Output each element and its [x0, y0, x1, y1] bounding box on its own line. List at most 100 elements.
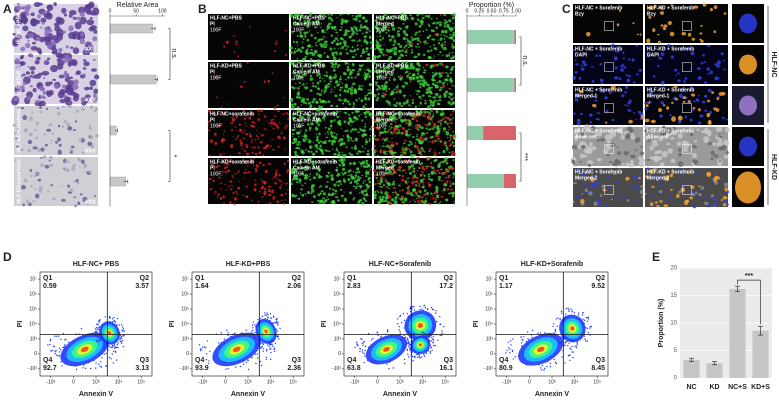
cell: [677, 115, 683, 121]
cell: [716, 60, 721, 65]
cell: [381, 94, 385, 98]
cell: [717, 138, 723, 143]
cell: [376, 72, 379, 74]
cell: [589, 121, 593, 124]
event: [104, 316, 107, 318]
cell: [372, 62, 376, 65]
cell: [416, 43, 420, 46]
cell: [448, 96, 451, 99]
cell: [333, 152, 337, 156]
cell: [328, 101, 331, 103]
cell: [362, 193, 364, 195]
event: [565, 307, 567, 310]
cell: [318, 93, 322, 96]
cell: [452, 135, 455, 138]
cell: [310, 192, 313, 195]
cell: [347, 87, 352, 91]
cell: [355, 15, 359, 18]
cell: [232, 192, 235, 194]
micrograph: [208, 14, 289, 60]
cell: [387, 16, 390, 19]
cell: [572, 75, 577, 80]
event: [428, 335, 430, 337]
cell: [291, 106, 295, 110]
cell: [391, 143, 394, 146]
event: [407, 353, 409, 355]
cell: [412, 167, 416, 170]
cell: [314, 120, 317, 122]
event: [122, 345, 125, 348]
cell: [453, 175, 456, 177]
event: [256, 353, 258, 355]
cell: [429, 101, 432, 104]
cell: [80, 32, 85, 38]
cell: [47, 190, 50, 193]
cell: [362, 182, 365, 184]
event: [514, 355, 517, 358]
event: [552, 323, 555, 325]
cell: [351, 84, 353, 87]
magnification: 100F: [210, 75, 221, 81]
cell: [381, 121, 384, 124]
cell: [294, 47, 297, 50]
cell: [351, 39, 356, 42]
cell: [322, 116, 325, 120]
event: [54, 350, 56, 353]
cell: [302, 38, 305, 40]
cell: [680, 187, 686, 193]
cell: [638, 176, 641, 180]
cell: [379, 190, 382, 192]
cell: [607, 186, 610, 190]
cell: [423, 110, 427, 114]
cell: [48, 155, 53, 160]
cell: [314, 106, 316, 109]
cell: [327, 85, 330, 88]
cell: [644, 193, 648, 195]
cell: [15, 65, 22, 71]
cell: [227, 103, 229, 105]
cell: [56, 28, 64, 37]
cell: [427, 173, 431, 176]
cell: [713, 30, 717, 34]
cell: [44, 164, 50, 169]
cell: [417, 182, 421, 185]
cell: [350, 76, 353, 79]
cell: [331, 139, 335, 144]
cell: [312, 176, 316, 180]
cell: [627, 101, 632, 105]
cell: [349, 49, 353, 53]
cell: [391, 126, 393, 129]
cell: [707, 99, 711, 103]
cell: [320, 89, 323, 92]
cell: [72, 163, 77, 167]
cell: [40, 157, 43, 159]
cell: [443, 144, 446, 146]
cell: [431, 74, 434, 77]
cell: [347, 76, 350, 79]
event: [89, 367, 92, 370]
cell: [316, 19, 320, 23]
cell: [587, 163, 591, 168]
cell: [682, 147, 688, 152]
panel-label: D: [3, 250, 12, 264]
cell: [307, 19, 311, 24]
cell: [388, 38, 393, 41]
cell: [445, 158, 449, 161]
cell: [368, 137, 371, 140]
event: [432, 335, 435, 337]
cell: [434, 131, 436, 134]
cell: [295, 96, 300, 99]
cell: [669, 113, 672, 117]
cell: [418, 90, 421, 93]
cell: [406, 177, 409, 180]
cell: [632, 81, 636, 84]
cell: [331, 200, 335, 202]
cell: [407, 104, 411, 106]
x-tick-label: 0.50: [487, 8, 497, 14]
cell: [640, 185, 646, 189]
cell: [313, 49, 318, 54]
cell: [368, 128, 372, 131]
cell: [445, 171, 447, 173]
cell: [614, 66, 618, 70]
